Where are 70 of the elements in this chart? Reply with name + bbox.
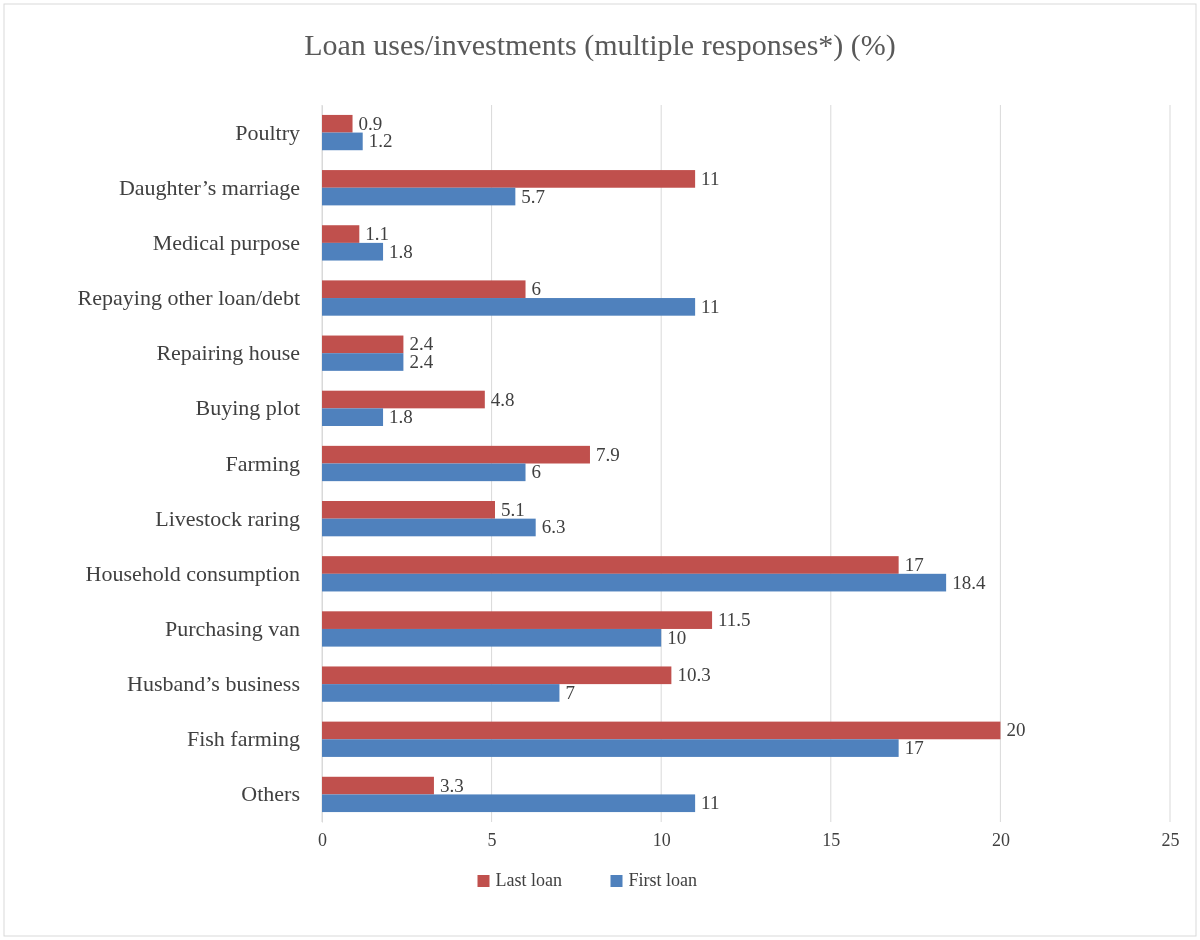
bar <box>322 573 947 592</box>
bar <box>322 794 696 813</box>
chart-title: Loan uses/investments (multiple responses*) (%) <box>304 28 896 62</box>
bar <box>322 408 384 426</box>
x-tick-label: 10 <box>652 829 671 850</box>
data-label: 11 <box>701 167 720 189</box>
x-tick-label: 0 <box>318 829 327 850</box>
data-label: 1.8 <box>389 406 413 428</box>
bar <box>322 242 384 261</box>
bar <box>322 501 495 519</box>
data-label: 11 <box>701 792 720 814</box>
legend-label: First loan <box>628 870 698 890</box>
data-label: 10 <box>667 626 687 648</box>
bar <box>322 298 696 316</box>
y-tick-label: Farming <box>225 450 300 476</box>
data-label: 7 <box>565 681 575 703</box>
data-label: 7.9 <box>595 443 620 465</box>
data-label: 17 <box>904 553 924 575</box>
data-label: 5.1 <box>500 498 525 520</box>
data-label: 4.8 <box>490 388 515 410</box>
y-tick-label: Husband’s business <box>127 671 300 697</box>
x-tick-label: 15 <box>822 829 841 850</box>
bar <box>322 463 526 482</box>
y-tick-label: Others <box>241 781 300 807</box>
data-label: 1.8 <box>389 240 413 262</box>
x-tick-label: 5 <box>487 829 497 850</box>
bar <box>322 739 899 757</box>
y-tick-label: Fish farming <box>186 726 300 752</box>
x-tick-label: 20 <box>991 829 1010 850</box>
data-label: 6 <box>531 461 542 483</box>
bar <box>322 628 662 647</box>
data-label: 1.1 <box>365 223 390 245</box>
y-tick-label: Household consumption <box>85 560 300 586</box>
data-label: 17 <box>904 737 924 759</box>
bar <box>322 721 1001 740</box>
bar <box>322 390 485 409</box>
data-label: 3.3 <box>439 774 464 796</box>
data-label: 10.3 <box>677 664 711 686</box>
y-tick-label: Poultry <box>235 119 300 145</box>
data-label: 6.3 <box>541 516 566 538</box>
data-label: 11.5 <box>718 609 751 631</box>
bar <box>322 445 590 464</box>
bar <box>322 114 353 133</box>
y-tick-label: Medical purpose <box>152 229 300 255</box>
y-tick-label: Livestock raring <box>155 505 300 531</box>
data-label: 18.4 <box>952 571 986 593</box>
x-tick-label: 25 <box>1161 829 1180 850</box>
bar <box>322 776 434 795</box>
bar <box>322 353 404 371</box>
data-label: 5.7 <box>521 185 546 207</box>
y-tick-label: Repaying other loan/debt <box>77 285 300 311</box>
bar <box>322 518 536 537</box>
bar <box>322 556 899 574</box>
bar <box>322 132 363 151</box>
bar <box>322 170 696 188</box>
bar <box>322 611 713 629</box>
bar <box>322 280 526 299</box>
y-tick-label: Buying plot <box>195 395 300 421</box>
bar <box>322 335 404 354</box>
bar <box>322 225 360 243</box>
data-label: 6 <box>531 278 542 300</box>
data-label: 11 <box>701 295 720 317</box>
data-label: 20 <box>1006 719 1026 741</box>
y-tick-label: Purchasing van <box>164 616 300 641</box>
bar <box>322 684 560 702</box>
legend-label: Last loan <box>495 870 562 890</box>
y-tick-label: Repairing house <box>156 340 300 366</box>
bar <box>322 666 672 685</box>
bar <box>322 187 516 206</box>
y-tick-label: Daughter’s marriage <box>118 174 300 200</box>
